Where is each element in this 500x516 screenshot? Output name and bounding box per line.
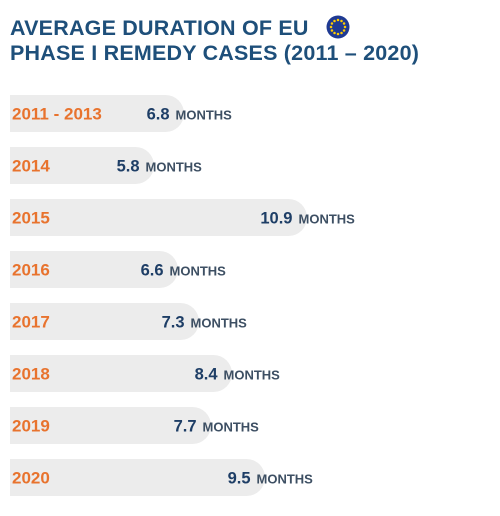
bar	[10, 407, 212, 444]
value-label: 10.9	[260, 210, 292, 228]
category-label: 2016	[12, 261, 50, 280]
eu-flag-star	[336, 32, 340, 36]
chart-title: AVERAGE DURATION OF EU PHASE I REMEDY CA…	[10, 16, 419, 66]
bar	[10, 355, 232, 392]
title-line-1: AVERAGE DURATION OF EU	[10, 16, 309, 40]
category-label: 2011 - 2013	[12, 105, 102, 124]
category-label: 2020	[12, 469, 50, 488]
eu-flag-star	[329, 25, 333, 29]
eu-flag-star	[340, 19, 343, 23]
bar	[10, 303, 199, 340]
unit-label: MONTHS	[257, 472, 314, 487]
eu-flag-star	[330, 22, 334, 25]
category-label: 2015	[12, 209, 50, 228]
category-label: 2019	[12, 417, 50, 436]
value-label: 8.4	[195, 366, 219, 384]
bar	[10, 147, 154, 184]
value-label: 6.8	[147, 106, 170, 124]
eu-flag-background	[326, 15, 350, 39]
value-label: 7.7	[174, 418, 197, 436]
category-label: 2014	[12, 157, 50, 176]
unit-label: MONTHS	[191, 316, 248, 331]
unit-label: MONTHS	[176, 108, 233, 123]
eu-flag-star	[333, 19, 336, 23]
value-label: 5.8	[117, 158, 140, 176]
value-label: 6.6	[141, 262, 164, 280]
eu-flag-star	[333, 31, 336, 35]
eu-flag-star	[343, 25, 347, 29]
unit-label: MONTHS	[299, 212, 356, 227]
eu-flag-star	[336, 18, 340, 22]
category-label: 2018	[12, 365, 50, 384]
bar	[10, 199, 307, 236]
eu-flag-stars	[329, 18, 347, 36]
bar	[10, 95, 184, 132]
eu-flag-star	[330, 29, 334, 32]
value-label: 9.5	[228, 470, 251, 488]
eu-flag-icon	[326, 15, 350, 39]
unit-label: MONTHS	[170, 264, 227, 279]
eu-flag-star	[342, 22, 346, 25]
bar	[10, 251, 179, 288]
unit-label: MONTHS	[146, 160, 203, 175]
value-label: 7.3	[162, 314, 185, 332]
unit-label: MONTHS	[203, 420, 260, 435]
unit-label: MONTHS	[224, 368, 281, 383]
bar	[10, 459, 265, 496]
title-line-2: PHASE I REMEDY CASES (2011 – 2020)	[10, 41, 420, 65]
category-label: 2017	[12, 313, 50, 332]
eu-flag-star	[342, 29, 346, 32]
eu-flag-star	[340, 31, 343, 35]
